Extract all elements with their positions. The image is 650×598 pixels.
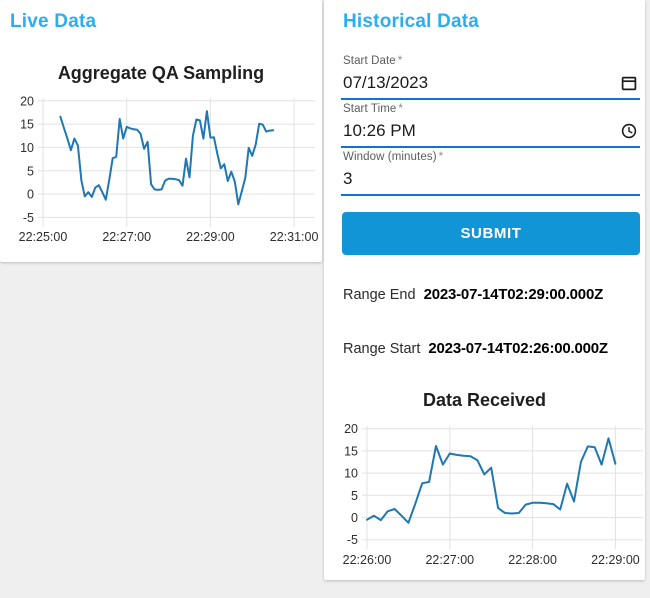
svg-text:5: 5 — [27, 164, 34, 178]
svg-text:10: 10 — [20, 141, 34, 155]
start-time-label-text: Start Time — [343, 103, 397, 115]
start-date-field: Start Date * 07/13/2023 — [341, 55, 640, 100]
svg-text:22:29:00: 22:29:00 — [591, 553, 640, 567]
clock-icon[interactable] — [621, 123, 637, 139]
window-minutes-label-text: Window (minutes) — [343, 151, 437, 163]
received-chart-title: Data Received — [422, 390, 547, 410]
svg-text:10: 10 — [344, 467, 358, 481]
svg-text:5: 5 — [351, 489, 358, 503]
start-date-label: Start Date * — [341, 55, 640, 67]
historical-data-heading: Historical Data — [343, 11, 480, 32]
received-chart: -5 0 5 10 15 20 22:26:00 22:27:00 22:28:00 22:29:… — [343, 422, 643, 567]
historical-data-panel: Historical Data Start Date * 07/13/2023 S… — [324, 0, 645, 580]
live-chart-title: Aggregate QA Sampling — [57, 63, 265, 83]
start-time-field: Start Time * 10:26 PM — [341, 103, 640, 148]
svg-text:20: 20 — [20, 94, 34, 108]
field-underline — [341, 146, 640, 148]
svg-text:-5: -5 — [23, 211, 34, 225]
start-date-input[interactable]: 07/13/2023 — [343, 73, 429, 92]
submit-button[interactable]: SUBMIT — [342, 212, 640, 255]
live-data-panel: Live Data Aggregate QA Sampling -5 0 5 10 15… — [0, 0, 322, 262]
svg-text:22:29:00: 22:29:00 — [186, 230, 235, 244]
svg-text:-5: -5 — [347, 533, 358, 547]
range-end-label: Range End — [343, 287, 416, 303]
svg-text:22:31:00: 22:31:00 — [270, 230, 319, 244]
required-marker: * — [398, 103, 403, 115]
live-data-heading: Live Data — [10, 11, 97, 32]
svg-text:15: 15 — [20, 118, 34, 132]
svg-text:15: 15 — [344, 444, 358, 458]
start-time-input[interactable]: 10:26 PM — [343, 121, 416, 140]
range-start-label: Range Start — [343, 341, 421, 357]
field-underline — [341, 98, 640, 100]
live-chart: -5 0 5 10 15 20 22:25:00 22:27:00 22:29:00 22:31:… — [19, 94, 319, 244]
range-end-value: 2023-07-14T02:29:00.000Z — [423, 286, 604, 303]
window-minutes-label: Window (minutes) * — [341, 151, 640, 163]
window-minutes-input[interactable]: 3 — [343, 169, 353, 188]
svg-text:22:27:00: 22:27:00 — [102, 230, 151, 244]
svg-text:0: 0 — [27, 188, 34, 202]
svg-text:20: 20 — [344, 422, 358, 436]
range-start-row: Range Start 2023-07-14T02:26:00.000Z — [343, 340, 608, 357]
required-marker: * — [438, 151, 444, 163]
start-date-label-text: Start Date — [343, 55, 396, 67]
start-time-label: Start Time * — [341, 103, 640, 115]
svg-text:0: 0 — [351, 511, 358, 525]
svg-text:22:25:00: 22:25:00 — [19, 230, 68, 244]
required-marker: * — [397, 55, 403, 67]
svg-text:22:26:00: 22:26:00 — [343, 553, 392, 567]
svg-text:22:27:00: 22:27:00 — [425, 553, 474, 567]
window-minutes-field: Window (minutes) * 3 — [341, 151, 640, 196]
range-end-row: Range End 2023-07-14T02:29:00.000Z — [343, 286, 603, 303]
svg-text:22:28:00: 22:28:00 — [508, 553, 557, 567]
field-underline — [341, 194, 640, 196]
calendar-icon[interactable] — [621, 75, 637, 91]
range-start-value: 2023-07-14T02:26:00.000Z — [428, 340, 608, 357]
